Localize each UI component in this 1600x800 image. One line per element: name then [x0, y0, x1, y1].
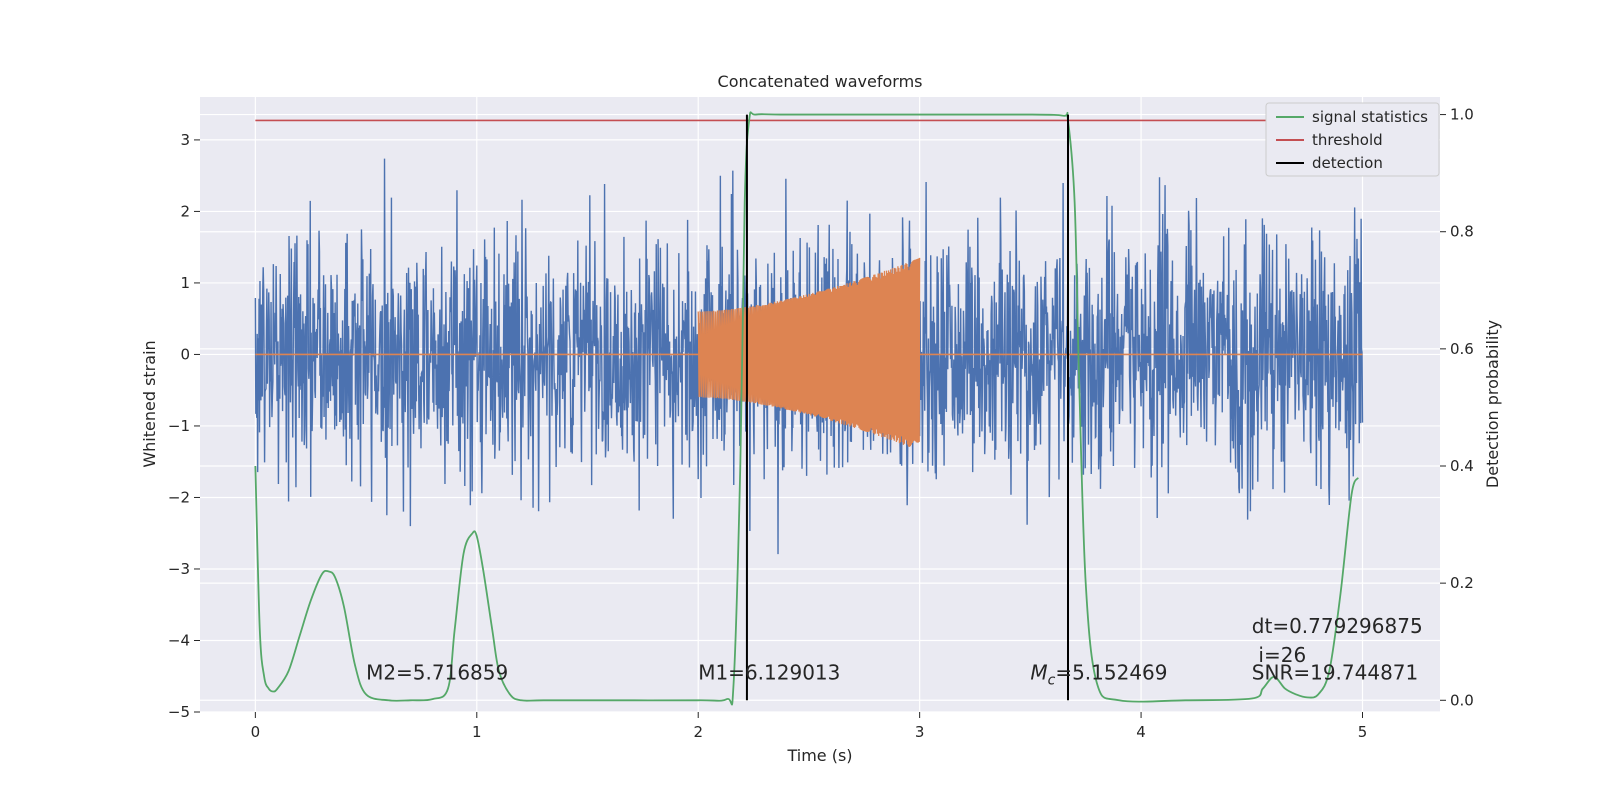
legend-label: signal statistics [1312, 108, 1428, 126]
legend-label: threshold [1312, 131, 1383, 149]
signal-chirp [697, 257, 921, 447]
bottom-tick-label: 2 [693, 723, 703, 741]
bottom-tick-label: 1 [472, 723, 482, 741]
bottom-axis-ticks: 0 1 2 3 4 5 [251, 712, 1368, 741]
legend: signal statistics threshold detection [1265, 102, 1440, 177]
annotations: M2=5.716859 M1=6.129013 Mc=5.152469 dt=0.77… [366, 614, 1423, 688]
y-axis-right-label: Detection probability [1483, 320, 1502, 488]
left-tick-label: −1 [168, 417, 190, 435]
left-tick-label: 3 [180, 131, 190, 149]
left-tick-label: 0 [180, 345, 190, 363]
right-tick-label: 0.6 [1450, 340, 1474, 358]
legend-label: detection [1312, 154, 1383, 172]
annotation-label: M2=5.716859 [366, 661, 508, 685]
right-tick-label: 1.0 [1450, 106, 1474, 124]
x-axis-label: Time (s) [786, 746, 852, 765]
plot-layer [254, 111, 1364, 706]
left-tick-label: −3 [168, 560, 190, 578]
legend-box [1265, 102, 1440, 177]
bottom-tick-label: 3 [915, 723, 925, 741]
right-tick-label: 0.0 [1450, 691, 1474, 709]
right-tick-label: 0.4 [1450, 457, 1474, 475]
annotation-label: M1=6.129013 [698, 661, 840, 685]
right-axis-ticks: 1.0 0.8 0.6 0.4 0.2 0.0 [1440, 106, 1474, 709]
annotation-label: Mc=5.152469 [1030, 661, 1167, 689]
left-tick-label: 1 [180, 274, 190, 292]
bottom-tick-label: 0 [251, 723, 261, 741]
left-tick-label: −2 [168, 488, 190, 506]
annotation-label: dt=0.779296875 [1252, 614, 1423, 638]
bottom-tick-label: 4 [1136, 723, 1146, 741]
left-tick-label: 2 [180, 202, 190, 220]
left-axis-ticks: 3 2 1 0 −1 −2 −3 −4 −5 [168, 131, 200, 721]
bottom-tick-label: 5 [1358, 723, 1368, 741]
right-tick-label: 0.2 [1450, 574, 1474, 592]
statistics-curve [254, 111, 1359, 706]
chart-title: Concatenated waveforms [718, 72, 923, 91]
left-tick-label: −5 [168, 703, 190, 721]
y-axis-label: Whitened strain [140, 340, 159, 467]
left-tick-label: −4 [168, 631, 190, 649]
annotation-label: SNR=19.744871 [1252, 661, 1418, 685]
right-tick-label: 0.8 [1450, 223, 1474, 241]
annotation-label: i=26 [1258, 643, 1306, 667]
